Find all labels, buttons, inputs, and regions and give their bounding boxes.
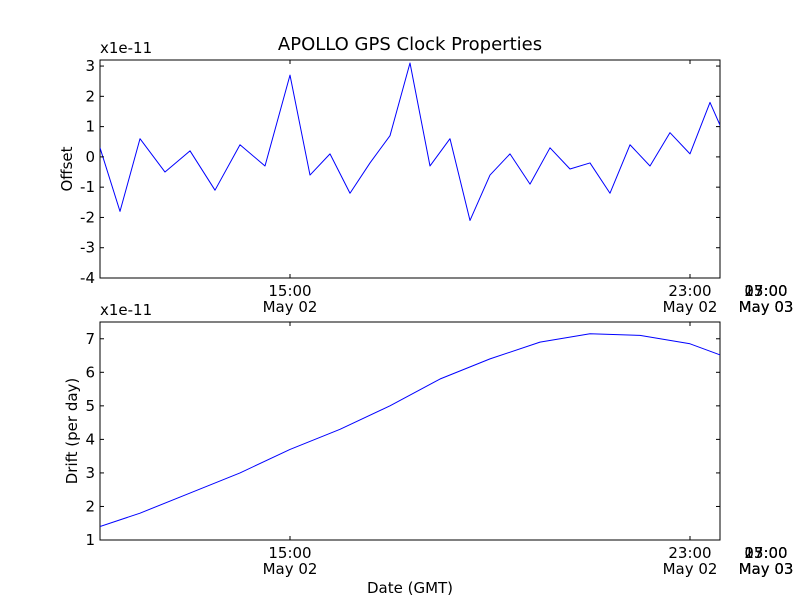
drift-panel-x-tick-time-label: 15:00 xyxy=(744,544,787,562)
offset-panel-x-tick-date-label: May 03 xyxy=(739,298,794,316)
drift-panel-x-tick-date-label: May 02 xyxy=(663,560,718,578)
offset-panel-x-tick-date-label: May 02 xyxy=(663,298,718,316)
drift-y-ticks: 1 2 3 4 5 6 7 xyxy=(85,330,720,549)
offset-y-axis-label: Offset xyxy=(58,146,76,191)
drift-scale-label: x1e-11 xyxy=(100,301,152,319)
offset-panel-y-tick-label: -1 xyxy=(80,178,95,196)
offset-panel-x-tick-time-label: 15:00 xyxy=(268,282,311,300)
offset-panel-x-tick-time-label: 23:00 xyxy=(668,282,711,300)
drift-panel-y-tick-label: 3 xyxy=(85,464,95,482)
offset-panel-y-tick-label: 0 xyxy=(85,148,95,166)
drift-series-group xyxy=(100,333,720,528)
drift-panel-series-drift-line xyxy=(100,333,720,528)
drift-panel-x-tick-date-label: May 03 xyxy=(739,560,794,578)
offset-panel-y-tick-label: -4 xyxy=(80,269,95,287)
offset-panel-x-tick-time-label: 07:00 xyxy=(744,282,787,300)
offset-panel-y-tick-label: 3 xyxy=(85,57,95,75)
offset-panel-x-tick-date-label: May 03 xyxy=(739,298,794,316)
drift-panel-x-tick-time-label: 15:00 xyxy=(268,544,311,562)
drift-panel-x-tick-date-label: May 02 xyxy=(263,560,318,578)
offset-plot-frame xyxy=(99,59,721,279)
drift-panel-x-tick-time-label: 07:00 xyxy=(744,544,787,562)
figure-title: APOLLO GPS Clock Properties xyxy=(278,34,542,55)
drift-panel-x-tick-date-label: May 03 xyxy=(739,560,794,578)
offset-panel-x-tick-time-label: 23:00 xyxy=(744,282,787,300)
offset-panel-y-tick-label: -2 xyxy=(80,208,95,226)
drift-panel-x-tick-date-label: May 03 xyxy=(739,560,794,578)
offset-series-group xyxy=(100,62,720,221)
drift-plot-frame xyxy=(99,321,721,541)
drift-y-axis-label: Drift (per day) xyxy=(63,378,81,485)
offset-panel-series-offset-line xyxy=(100,62,720,221)
offset-scale-label: x1e-11 xyxy=(100,39,152,57)
drift-panel-y-tick-label: 7 xyxy=(85,330,95,348)
drift-panel-y-tick-label: 1 xyxy=(85,531,95,549)
drift-panel-y-tick-label: 4 xyxy=(85,430,95,448)
drift-panel-y-tick-label: 6 xyxy=(85,363,95,381)
offset-panel-y-tick-label: 2 xyxy=(85,87,95,105)
offset-panel-y-tick-label: -3 xyxy=(80,239,95,257)
drift-panel-x-tick-time-label: 23:00 xyxy=(668,544,711,562)
offset-y-ticks: -4 -3 -2 -1 0 1 2 3 xyxy=(80,57,720,287)
drift-panel-x-tick-time-label: 23:00 xyxy=(744,544,787,562)
offset-panel-x-tick-date-label: May 02 xyxy=(263,298,318,316)
offset-panel-x-tick-date-label: May 03 xyxy=(739,298,794,316)
offset-panel-y-tick-label: 1 xyxy=(85,118,95,136)
drift-panel-y-tick-label: 2 xyxy=(85,497,95,515)
offset-panel-x-tick-time-label: 15:00 xyxy=(744,282,787,300)
x-axis-label: Date (GMT) xyxy=(367,579,453,597)
drift-panel-y-tick-label: 5 xyxy=(85,397,95,415)
